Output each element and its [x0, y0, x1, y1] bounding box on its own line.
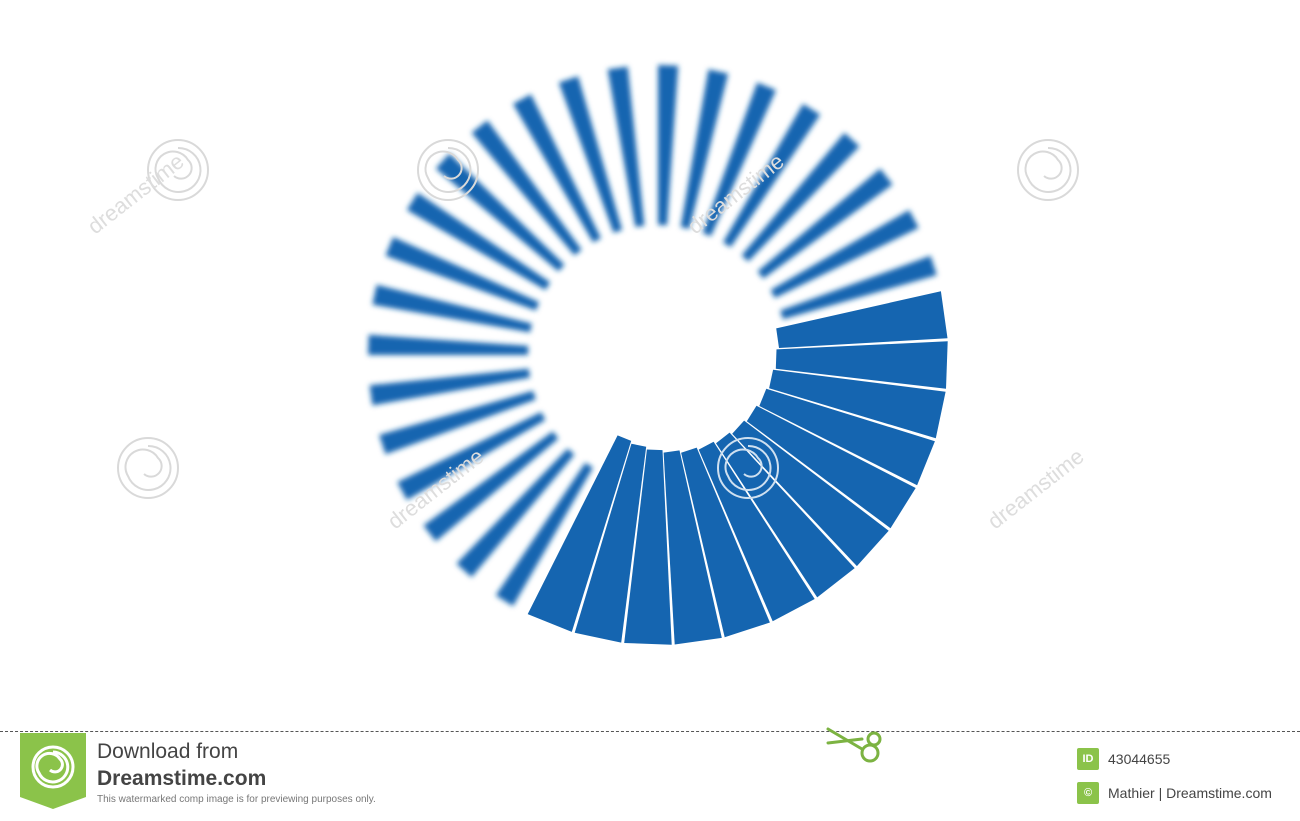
- spinner-segment-active: [663, 450, 722, 645]
- spinner-segment: [723, 103, 821, 248]
- loading-spinner: [368, 65, 948, 645]
- spinner-segment: [471, 120, 582, 256]
- spinner-segment: [658, 65, 679, 226]
- spinner-segment-active: [776, 291, 948, 348]
- spinner-segment: [379, 390, 536, 455]
- spinner-segment-active: [769, 369, 946, 439]
- spinner-segment: [770, 210, 919, 298]
- spinner-segment: [368, 334, 529, 355]
- download-label: Download from: [97, 740, 239, 763]
- spinner-segment: [369, 368, 530, 406]
- spinner-segment: [558, 76, 623, 233]
- spinner-segment-active: [527, 435, 632, 632]
- spinner-segment: [780, 255, 937, 320]
- spinner-segment-active: [775, 341, 948, 389]
- image-id: 43044655: [1108, 751, 1171, 767]
- spinner-segment: [423, 431, 559, 542]
- spinner-segment: [757, 168, 893, 279]
- dashed-cut-line: [0, 731, 1300, 732]
- spinner-segment: [513, 94, 601, 243]
- spinner-segment: [372, 284, 532, 333]
- spinner-segment-active: [746, 405, 916, 529]
- scissors-icon: [826, 727, 882, 763]
- spinner-segment-active: [624, 449, 672, 645]
- spinner-segment: [406, 192, 551, 290]
- spinner-segment-active: [759, 388, 935, 486]
- spinner-segment-active: [574, 443, 647, 643]
- credit-text[interactable]: Mathier | Dreamstime.com: [1108, 785, 1272, 801]
- spinner-segment: [495, 462, 593, 607]
- spinner-segment: [702, 82, 776, 237]
- spinner-segment: [385, 237, 540, 311]
- spinner-segment: [456, 448, 575, 578]
- preview-note: This watermarked comp image is for previ…: [97, 794, 376, 805]
- copyright-badge-icon: ©: [1077, 782, 1099, 804]
- dreamstime-logo-icon: [20, 733, 86, 809]
- spinner-segment: [680, 69, 729, 229]
- stock-footer: Download from Dreamstime.com This waterm…: [0, 727, 1300, 821]
- spinner-segment: [741, 132, 860, 262]
- spinner-segment: [397, 412, 546, 500]
- site-name[interactable]: Dreamstime.com: [97, 767, 267, 790]
- spinner-segment: [607, 66, 645, 227]
- spinner-segment-active: [681, 447, 770, 638]
- id-badge-icon: ID: [1077, 748, 1099, 770]
